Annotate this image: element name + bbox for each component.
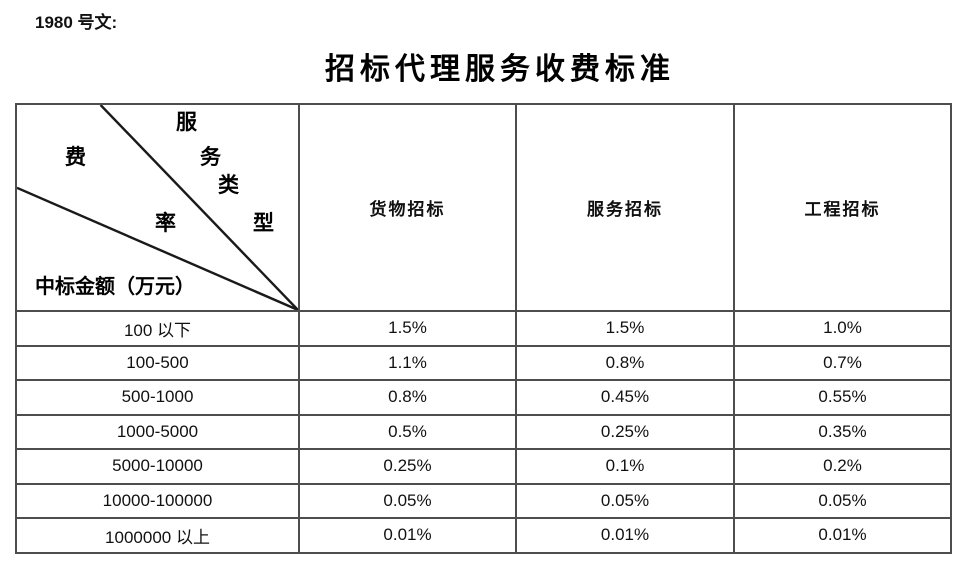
- table-row: 5000-10000 0.25% 0.1% 0.2%: [15, 448, 952, 485]
- table-row: 100-500 1.1% 0.8% 0.7%: [15, 344, 952, 381]
- corner-label-service-type-char: 服: [176, 110, 197, 134]
- cell-services-rate: 0.25%: [515, 413, 735, 450]
- page-title: 招标代理服务收费标准: [325, 53, 675, 86]
- corner-label-service-type-char: 类: [218, 173, 239, 197]
- cell-services-rate: 1.5%: [515, 310, 735, 347]
- cell-goods-rate: 0.5%: [298, 413, 517, 450]
- corner-label-rate-char: 率: [155, 211, 176, 235]
- cell-engineering-rate: 0.2%: [733, 448, 952, 485]
- corner-label-bid-amount: 中标金额（万元）: [35, 276, 195, 298]
- row-label-amount-range: 5000-10000: [15, 448, 300, 485]
- row-label-amount-range: 100-500: [15, 344, 300, 381]
- table-row: 500-1000 0.8% 0.45% 0.55%: [15, 379, 952, 416]
- table-corner-cell: 服 务 类 型 费 率 中标金额（万元）: [15, 103, 300, 312]
- cell-services-rate: 0.1%: [515, 448, 735, 485]
- row-label-amount-range: 10000-100000: [15, 482, 300, 519]
- diagonal-divider-lines: [17, 105, 298, 310]
- column-header-engineering-bidding: 工程招标: [733, 103, 952, 312]
- corner-label-service-type-char: 务: [200, 145, 221, 169]
- cell-services-rate: 0.8%: [515, 344, 735, 381]
- cell-goods-rate: 0.25%: [298, 448, 517, 485]
- cell-engineering-rate: 0.35%: [733, 413, 952, 450]
- table-header-row: 服 务 类 型 费 率 中标金额（万元） 货物招标 服务招标 工程招标: [15, 103, 952, 312]
- cell-goods-rate: 1.1%: [298, 344, 517, 381]
- cell-services-rate: 0.01%: [515, 517, 735, 554]
- table-row: 100 以下 1.5% 1.5% 1.0%: [15, 310, 952, 347]
- row-label-amount-range: 1000000 以上: [15, 517, 300, 554]
- cell-engineering-rate: 0.05%: [733, 482, 952, 519]
- corner-label-rate-char: 费: [65, 145, 86, 169]
- row-label-amount-range: 1000-5000: [15, 413, 300, 450]
- cell-services-rate: 0.45%: [515, 379, 735, 416]
- cell-goods-rate: 1.5%: [298, 310, 517, 347]
- cell-services-rate: 0.05%: [515, 482, 735, 519]
- column-header-services-bidding: 服务招标: [515, 103, 735, 312]
- row-label-amount-range: 500-1000: [15, 379, 300, 416]
- cell-engineering-rate: 0.7%: [733, 344, 952, 381]
- cell-goods-rate: 0.01%: [298, 517, 517, 554]
- cell-goods-rate: 0.05%: [298, 482, 517, 519]
- table-row: 1000-5000 0.5% 0.25% 0.35%: [15, 413, 952, 450]
- cell-engineering-rate: 0.55%: [733, 379, 952, 416]
- table-row: 10000-100000 0.05% 0.05% 0.05%: [15, 482, 952, 519]
- doc-reference-number: 1980 号文:: [35, 13, 118, 32]
- cell-goods-rate: 0.8%: [298, 379, 517, 416]
- cell-engineering-rate: 0.01%: [733, 517, 952, 554]
- fee-standard-table: 服 务 类 型 费 率 中标金额（万元） 货物招标 服务招标 工程招标 100 …: [15, 103, 952, 554]
- cell-engineering-rate: 1.0%: [733, 310, 952, 347]
- table-row: 1000000 以上 0.01% 0.01% 0.01%: [15, 517, 952, 554]
- corner-label-service-type-char: 型: [253, 211, 274, 235]
- row-label-amount-range: 100 以下: [15, 310, 300, 347]
- column-header-goods-bidding: 货物招标: [298, 103, 517, 312]
